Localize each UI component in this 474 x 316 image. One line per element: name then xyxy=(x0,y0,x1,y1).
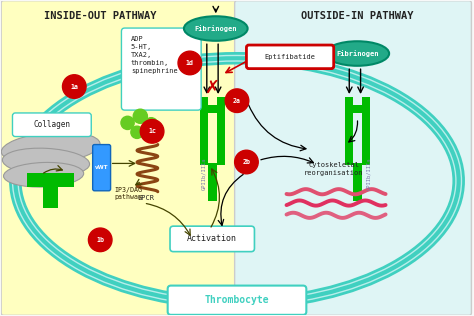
FancyBboxPatch shape xyxy=(235,1,472,315)
Bar xyxy=(217,97,225,165)
FancyBboxPatch shape xyxy=(168,286,306,315)
Text: INSIDE-OUT PATHWAY: INSIDE-OUT PATHWAY xyxy=(44,11,156,21)
Text: 1c: 1c xyxy=(148,128,156,134)
Text: Cytoskeletal
reorganisation: Cytoskeletal reorganisation xyxy=(304,162,364,176)
Text: Thrombocyte: Thrombocyte xyxy=(205,295,269,305)
Circle shape xyxy=(235,150,258,174)
FancyBboxPatch shape xyxy=(170,226,255,252)
Text: 1d: 1d xyxy=(186,60,194,66)
Text: GPCR: GPCR xyxy=(138,195,155,201)
Text: 1a: 1a xyxy=(70,83,78,89)
Circle shape xyxy=(133,109,147,123)
Text: Fibrinogen: Fibrinogen xyxy=(194,25,237,32)
Circle shape xyxy=(225,89,249,112)
Circle shape xyxy=(140,119,164,143)
Ellipse shape xyxy=(184,16,247,41)
Text: ✗: ✗ xyxy=(205,79,220,97)
Circle shape xyxy=(131,126,143,138)
Bar xyxy=(43,185,58,208)
FancyBboxPatch shape xyxy=(246,45,334,69)
Bar xyxy=(353,163,362,201)
Bar xyxy=(200,97,208,165)
FancyBboxPatch shape xyxy=(121,28,201,110)
Text: Eptifibatide: Eptifibatide xyxy=(264,54,316,60)
Text: 2b: 2b xyxy=(242,159,250,165)
Bar xyxy=(208,163,217,201)
Text: 1b: 1b xyxy=(96,237,104,243)
Circle shape xyxy=(63,75,86,98)
Bar xyxy=(345,97,353,165)
Text: GPIIb/IIIa: GPIIb/IIIa xyxy=(201,157,207,190)
Ellipse shape xyxy=(2,148,90,176)
Text: IP3/DAG
pathway: IP3/DAG pathway xyxy=(115,187,143,200)
Circle shape xyxy=(89,228,112,252)
Ellipse shape xyxy=(1,132,100,164)
Bar xyxy=(362,97,370,165)
Text: Fibrinogen: Fibrinogen xyxy=(336,50,379,57)
Bar xyxy=(345,105,370,113)
Text: OUTSIDE-IN PATHWAY: OUTSIDE-IN PATHWAY xyxy=(301,11,413,21)
Text: vWT: vWT xyxy=(95,165,109,170)
Circle shape xyxy=(145,118,158,131)
Text: Collagen: Collagen xyxy=(34,120,71,129)
FancyBboxPatch shape xyxy=(92,144,110,191)
FancyBboxPatch shape xyxy=(12,113,91,137)
Text: Activation: Activation xyxy=(187,234,237,243)
FancyBboxPatch shape xyxy=(1,1,239,315)
Circle shape xyxy=(121,116,134,130)
Text: GPIIb/IIIa: GPIIb/IIIa xyxy=(367,157,372,190)
Ellipse shape xyxy=(326,41,389,66)
Bar xyxy=(27,173,74,187)
Circle shape xyxy=(178,51,201,75)
Text: 2a: 2a xyxy=(233,98,241,104)
Text: ADP
5-HT,
TXA2,
thrombin,
spinephrine: ADP 5-HT, TXA2, thrombin, spinephrine xyxy=(131,36,178,74)
Bar xyxy=(200,105,225,113)
Ellipse shape xyxy=(3,162,84,187)
